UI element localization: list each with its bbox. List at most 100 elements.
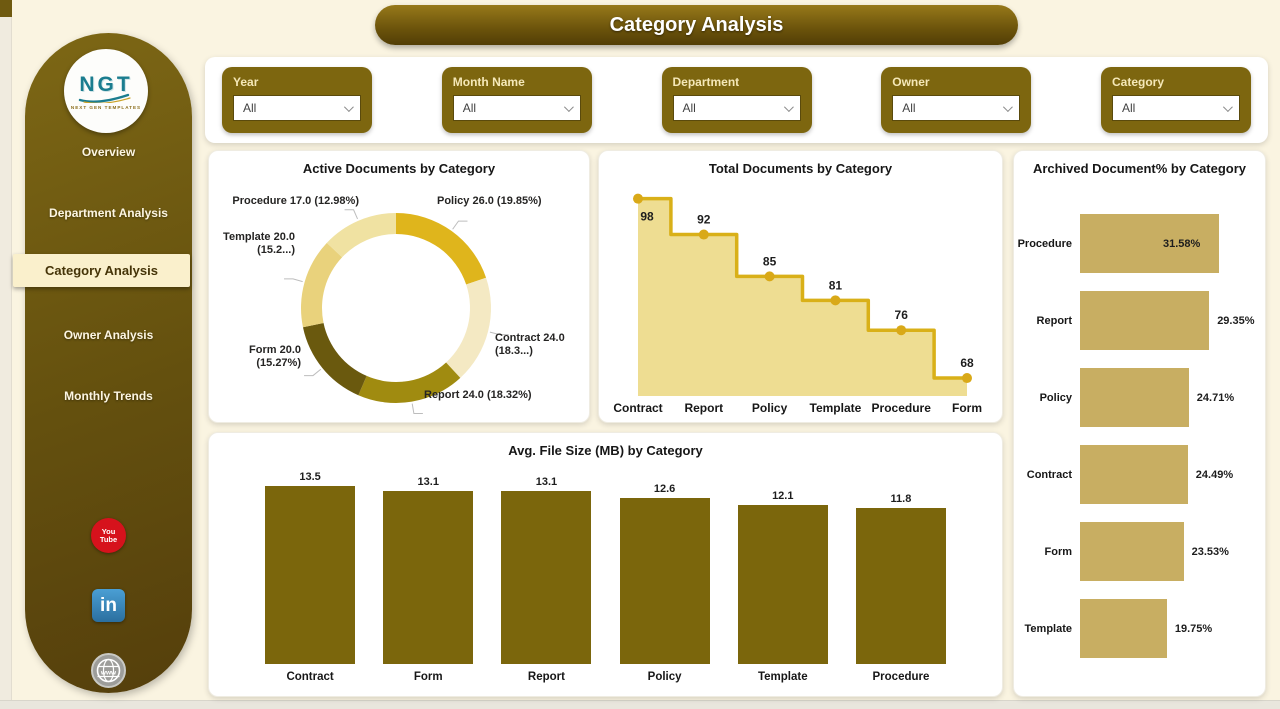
archived-axis-label-form: Form [1044,545,1073,558]
donut-segment-report[interactable] [358,362,461,403]
avg-bar-template[interactable] [737,504,828,664]
archived-bar-policy[interactable] [1080,368,1189,427]
active-documents-donut-card: Active Documents by Category Policy 26.0… [208,150,590,423]
archived-bar-procedure[interactable] [1080,214,1219,273]
sidebar-item-department-analysis[interactable]: Department Analysis [49,206,168,220]
step-point-report[interactable] [698,229,709,240]
archived-percent-bar-chart: Procedure 31.58% Report 29.35% Policy 24.71% C… [1014,205,1265,667]
archived-bar-report[interactable] [1080,291,1210,350]
step-point-policy[interactable] [764,271,775,282]
donut-chart-title: Active Documents by Category [302,161,496,176]
category-filter-dropdown[interactable]: All [1112,95,1240,121]
filter-bar: Year All Month Name All Department All O… [205,57,1268,143]
donut-leader-line [304,368,322,377]
archived-bar-zone: 24.49% [1080,445,1265,504]
step-axis-label-contract: Contract [613,401,662,415]
step-value-label: 92 [697,213,711,227]
archived-axis-label-template: Template [1024,622,1072,635]
donut-label-procedure: Procedure 17.0 (12.98%) [232,195,359,207]
step-value-label: 81 [829,278,843,292]
donut-leader-line [411,403,423,414]
ngt-logo-caption: NEXT GEN TEMPLATES [70,104,142,110]
donut-label-policy: Policy 26.0 (19.85%) [437,195,542,207]
avg-axis-label-contract: Contract [286,671,334,683]
ngt-logo: NGT NEXT GEN TEMPLATES [64,49,148,133]
archived-axis-label-report: Report [1036,314,1072,327]
donut-segment-policy[interactable] [396,213,487,285]
step-value-label: 68 [960,356,974,370]
archived-bar-form[interactable] [1080,522,1184,581]
archived-bar-value-label: 24.49% [1195,468,1234,481]
avg-bar-column: 13.1 Report [487,470,605,686]
avg-bar-contract[interactable] [265,486,356,664]
avg-bar-form[interactable] [383,491,474,664]
avg-bar-value-label: 12.1 [772,489,794,502]
avg-axis-label-report: Report [527,671,565,683]
donut-leader-line [344,209,359,220]
sidebar-item-overview[interactable]: Overview [81,145,136,159]
youtube-link[interactable]: You Tube [25,518,192,553]
youtube-icon[interactable]: You Tube [91,518,126,553]
avg-axis-label-template: Template [757,671,808,683]
archived-bar-zone: 19.75% [1080,599,1265,658]
archived-bar-value-label: 23.53% [1191,545,1229,558]
step-axis-label-policy: Policy [752,401,788,415]
filter-department: Department All [661,67,812,133]
avg-file-size-card: Avg. File Size (MB) by Category 13.5 Cont… [208,432,1003,697]
month-name-filter-dropdown[interactable]: All [452,95,581,121]
website-link[interactable]: www [25,653,192,688]
step-value-label: 98 [640,210,654,224]
filter-department-label: Department [672,75,740,89]
step-point-template[interactable] [830,295,841,306]
avg-bar-procedure[interactable] [855,508,946,664]
avg-bar-policy[interactable] [619,497,710,664]
page-title: Category Analysis [609,13,784,36]
avg-bar-value-label: 13.1 [535,476,558,489]
archived-axis-label-procedure: Procedure [1017,237,1072,250]
archived-axis-label-policy: Policy [1039,391,1072,404]
donut-segment-template[interactable] [301,242,343,328]
donut-segment-form[interactable] [302,322,367,396]
linkedin-icon-text: in [100,594,117,616]
donut-leader-line [452,220,468,230]
linkedin-link[interactable]: in [25,589,192,622]
filter-owner: Owner All [881,67,1032,133]
donut-segment-procedure[interactable] [326,213,396,258]
globe-icon[interactable]: www [91,653,126,688]
chevron-down-icon [343,101,354,112]
avg-bar-value-label: 13.5 [299,471,321,483]
avg-bar-report[interactable] [501,491,592,664]
archived-bar-template[interactable] [1080,599,1167,658]
filter-month-name-label: Month Name [452,75,525,89]
page-title-banner: Category Analysis [375,5,1018,45]
step-point-contract[interactable] [633,193,643,204]
archived-bar-zone: 31.58% [1080,214,1265,273]
archived-percent-card: Archived Document% by Category Procedure… [1013,150,1266,697]
ngt-logo-text: NGT [79,72,133,96]
donut-label-contract: Contract 24.0 (18.3...) [495,332,565,357]
avg-bar-column: 12.1 Template [724,470,842,686]
category-filter-value: All [1122,101,1136,115]
step-chart-title: Total Documents by Category [708,161,893,176]
archived-axis-label-contract: Contract [1026,468,1072,481]
avg-bar-value-label: 11.8 [890,493,912,506]
owner-filter-dropdown[interactable]: All [892,95,1021,121]
donut-label-report: Report 24.0 (18.32%) [424,389,532,401]
step-point-procedure[interactable] [896,325,907,336]
sidebar-item-monthly-trends[interactable]: Monthly Trends [64,389,153,403]
year-filter-dropdown[interactable]: All [233,95,361,121]
step-area-chart: 98 Contract 92 Report 85 Policy 81 Template 76 Pr… [613,193,982,415]
sidebar-item-owner-analysis[interactable]: Owner Analysis [63,328,154,342]
linkedin-icon[interactable]: in [92,589,125,622]
sidebar-item-category-analysis[interactable]: Category Analysis [13,254,190,287]
step-value-label: 85 [763,254,777,268]
department-filter-dropdown[interactable]: All [672,95,801,121]
archived-bar-contract[interactable] [1080,445,1188,504]
donut-segment-contract[interactable] [446,277,491,378]
filter-month-name: Month Name All [441,67,592,133]
step-point-form[interactable] [962,373,972,384]
filter-category-label: Category [1112,75,1165,89]
chevron-down-icon [783,101,794,112]
step-axis-label-procedure: Procedure [872,401,932,415]
archived-bar-row: Contract 24.49% [1014,436,1265,513]
